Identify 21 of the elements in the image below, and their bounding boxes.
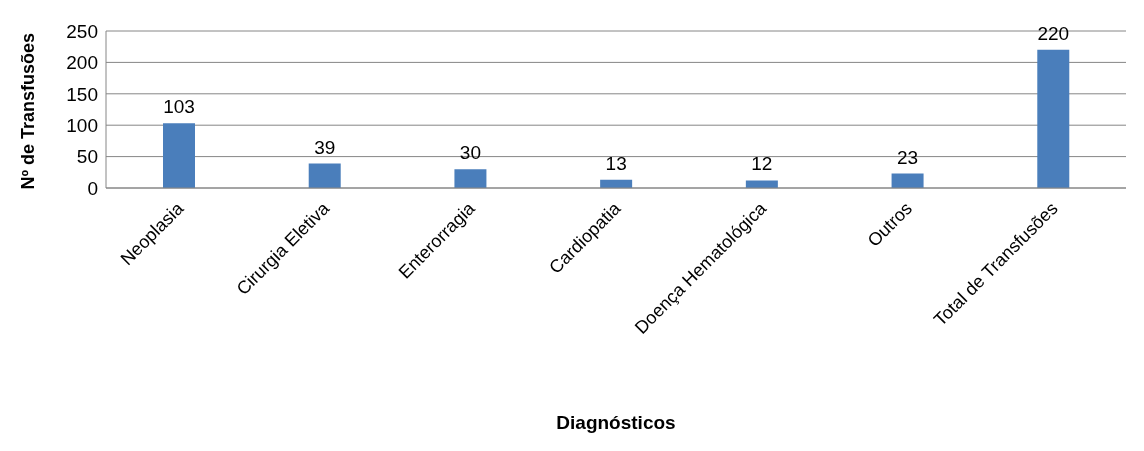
- data-label: 23: [897, 146, 919, 168]
- y-tick-label: 200: [66, 52, 98, 74]
- bar: [745, 180, 778, 188]
- data-label: 39: [314, 136, 336, 158]
- data-label: 220: [1037, 22, 1070, 44]
- y-tick-label: 150: [66, 83, 98, 105]
- data-label: 12: [751, 153, 773, 175]
- bar: [891, 173, 924, 188]
- y-tick-label: 100: [66, 114, 98, 136]
- bar: [1037, 49, 1070, 188]
- y-tick-label: 0: [87, 177, 98, 199]
- bar: [454, 169, 487, 188]
- y-axis-title: Nº de Transfusões: [18, 32, 39, 190]
- x-axis-title: Diagnósticos: [556, 412, 676, 433]
- y-tick-label: 250: [66, 20, 98, 42]
- y-tick-label: 50: [76, 146, 98, 168]
- data-label: 103: [163, 96, 195, 118]
- bar: [163, 123, 195, 188]
- data-label: 30: [459, 142, 481, 164]
- bar: [308, 163, 341, 188]
- data-label: 13: [605, 152, 627, 174]
